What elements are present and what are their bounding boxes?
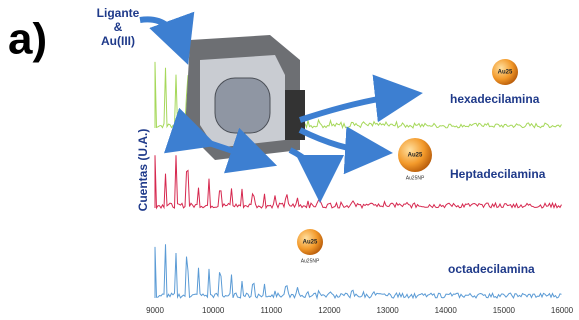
x-tick-label: 12000 (318, 306, 341, 315)
spectrum-label: hexadecilamina (450, 92, 540, 106)
x-tick-label: 10000 (202, 306, 225, 315)
spectrum-label: Heptadecilamina (450, 167, 546, 181)
x-tick-label: 15000 (493, 306, 516, 315)
input-metal: Au(III) (101, 34, 135, 48)
spectrum-label: octadecilamina (448, 262, 535, 276)
cluster-sublabel: Au25NP (301, 258, 320, 264)
x-tick-label: 16000 (551, 306, 574, 315)
spectrum-trace (155, 155, 562, 208)
x-tick-label: 9000 (146, 306, 164, 315)
x-tick-label: 11000 (260, 306, 282, 315)
x-tick-label: 14000 (435, 306, 458, 315)
cluster-label: Au25 (303, 240, 318, 246)
input-ligand: Ligante (97, 6, 140, 20)
input-amp: & (114, 20, 123, 34)
cluster-label: Au25 (408, 153, 423, 159)
figure: a) Ligante & Au(III) Cuentas (U.A.) 9000… (0, 0, 579, 320)
x-tick-label: 13000 (376, 306, 399, 315)
panel-label: a) (8, 15, 47, 64)
cluster-label: Au25 (498, 70, 513, 76)
y-axis-label: Cuentas (U.A.) (136, 129, 150, 212)
cluster-sublabel: Au25NP (406, 175, 425, 181)
